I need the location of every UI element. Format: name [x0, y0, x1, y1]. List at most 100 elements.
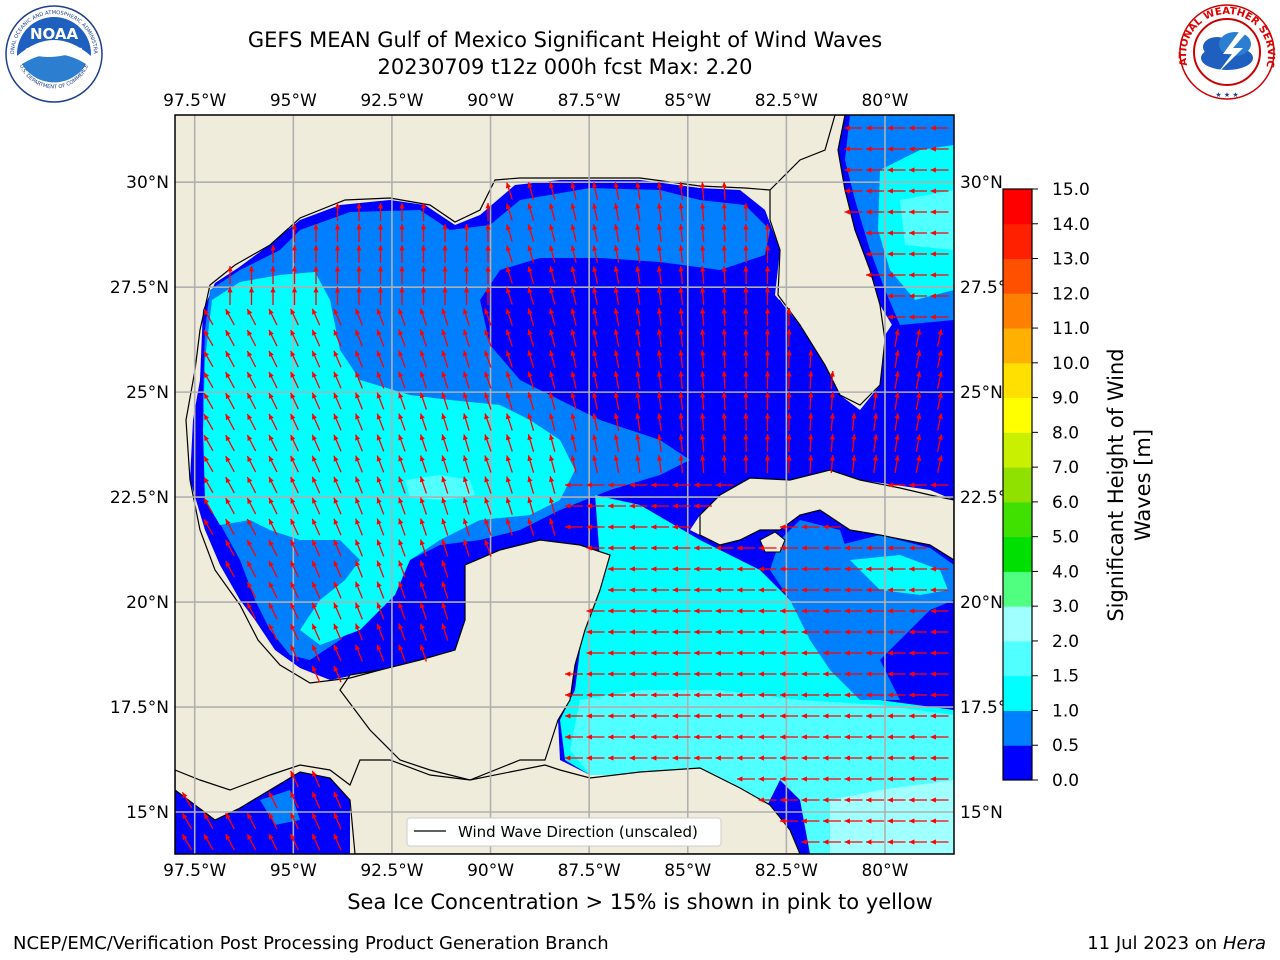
wave-arrow-head: [721, 287, 727, 293]
wave-arrow-head: [672, 629, 678, 635]
wave-arrow-head: [823, 671, 829, 677]
wave-arrow-head: [721, 455, 727, 461]
map-lon-label-bottom: 82.5°W: [755, 861, 818, 881]
wave-arrow-head: [225, 393, 231, 400]
wave-arrow-head: [764, 224, 771, 230]
wave-arrow-head: [700, 350, 706, 356]
wave-arrow-head: [930, 734, 936, 740]
wave-arrow-head: [592, 266, 598, 273]
wave-arrow-head: [549, 182, 555, 189]
wave-arrow-head: [678, 371, 684, 377]
wave-arrow-head: [441, 371, 447, 378]
wave-arrow-head: [570, 182, 576, 189]
sea-ice-note: Sea Ice Concentration > 15% is shown in …: [347, 890, 933, 914]
wave-arrow-head: [715, 671, 721, 677]
wave-arrow-head: [823, 818, 829, 824]
wave-arrow-head: [484, 392, 490, 399]
wave-arrow-head: [801, 818, 807, 824]
wave-arrow-head: [312, 455, 317, 462]
wave-arrow-head: [629, 671, 635, 677]
wave-arrow-head: [312, 518, 317, 525]
wave-arrow-head: [549, 518, 555, 525]
wave-arrow-head: [312, 434, 317, 441]
wave-arrow-head: [887, 482, 893, 488]
wave-arrow-head: [484, 371, 490, 378]
wave-arrow-head: [894, 329, 900, 335]
wave-arrow-head: [269, 560, 274, 567]
wave-arrow-head: [398, 350, 404, 357]
wave-arrow-head: [844, 797, 850, 803]
wave-arrow-head: [823, 797, 829, 803]
wave-arrow-head: [635, 329, 641, 335]
wave-arrow-head: [463, 224, 470, 230]
cuba-island: [699, 469, 954, 561]
wave-arrow-head: [290, 371, 296, 378]
wave-arrow-head: [398, 539, 404, 546]
wave-arrow-head: [715, 692, 721, 698]
wave-arrow-head: [801, 839, 807, 845]
wave-arrow-head: [527, 476, 533, 483]
wave-arrow-head: [355, 497, 361, 504]
noaa-logo-text: NOAA: [30, 25, 79, 43]
wave-arrow-head: [887, 734, 893, 740]
wave-arrow-head: [399, 224, 405, 230]
wave-arrow-head: [635, 224, 641, 230]
wave-arrow-head: [613, 350, 619, 356]
wave-arrow-head: [355, 350, 361, 357]
wave-arrow-head: [549, 329, 555, 336]
wave-arrow-head: [182, 813, 188, 820]
wave-arrow-head: [608, 629, 614, 635]
wave-arrow-head: [333, 413, 339, 420]
wave-arrow-head: [419, 581, 425, 588]
wave-arrow-head: [608, 671, 614, 677]
gulf-waves: [190, 180, 954, 854]
wave-arrow-head: [398, 644, 404, 651]
colorbar-tick-label: 1.0: [1052, 701, 1079, 721]
wave-arrow-head: [484, 350, 490, 357]
wave-arrow-head: [700, 182, 706, 188]
wave-arrow-head: [269, 476, 274, 483]
wave-arrow-head: [651, 587, 657, 593]
wave-arrow-head: [916, 434, 922, 440]
wave-arrow-head: [592, 308, 598, 315]
wave-arrow-head: [866, 734, 872, 740]
wave-arrow-head: [419, 602, 425, 609]
wave-arrow-head: [801, 545, 807, 551]
wave-arrow-head: [586, 482, 592, 488]
wave-arrow-head: [565, 755, 571, 761]
wave-arrow-head: [269, 413, 274, 420]
wave-arrow-head: [204, 477, 209, 484]
wave-arrow-head: [182, 792, 188, 799]
wave-arrow-head: [376, 308, 382, 315]
wave-arrow-head: [290, 455, 296, 462]
wave-arrow-head: [527, 497, 533, 504]
wave-arrow-head: [629, 566, 635, 572]
wave-arrow-head: [743, 308, 749, 314]
wave-arrow-head: [887, 629, 893, 635]
wave-arrow-head: [930, 671, 936, 677]
wave-arrow-head: [441, 413, 447, 420]
wave-arrow-head: [844, 692, 850, 698]
wave-arrow-head: [204, 456, 209, 463]
wave-arrow-head: [505, 245, 511, 252]
wave-arrow-head: [851, 434, 857, 440]
colorbar-tick-label: 2.0: [1052, 632, 1079, 652]
wave-arrow-head: [909, 650, 915, 656]
wave-arrow-head: [333, 518, 339, 525]
wave-arrow-head: [758, 587, 764, 593]
wave-arrow-head: [505, 392, 511, 399]
wave-arrow-head: [441, 518, 447, 525]
colorbar-tick-label: 4.0: [1052, 562, 1079, 582]
wave-arrow-head: [866, 818, 872, 824]
wave-arrow-head: [312, 308, 317, 315]
wave-arrow-head: [635, 392, 641, 398]
wave-arrow-head: [909, 293, 915, 299]
wave-arrow-head: [419, 644, 425, 651]
wave-arrow-head: [844, 188, 850, 194]
wave-arrow-head: [916, 329, 922, 335]
wave-arrow-head: [312, 770, 317, 777]
wave-arrow-head: [592, 287, 598, 294]
wave-arrow-head: [909, 251, 915, 257]
wave-arrow-head: [737, 671, 743, 677]
wave-arrow-head: [269, 833, 274, 840]
